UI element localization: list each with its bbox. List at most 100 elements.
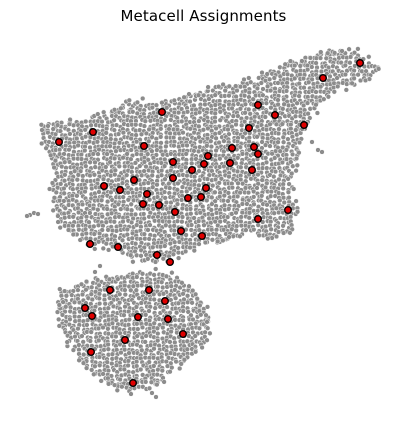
cell-point bbox=[331, 50, 338, 56]
cell-point bbox=[268, 193, 274, 199]
cell-point bbox=[133, 132, 139, 138]
cell-point bbox=[130, 259, 136, 265]
cell-point bbox=[158, 140, 164, 146]
cell-point bbox=[167, 339, 173, 345]
cell-point bbox=[133, 139, 140, 145]
cell-point bbox=[150, 184, 156, 190]
cell-point bbox=[205, 325, 211, 331]
cell-point bbox=[229, 105, 235, 112]
cell-point bbox=[64, 339, 70, 345]
cell-point bbox=[262, 114, 268, 120]
cell-point bbox=[117, 291, 123, 297]
cell-point bbox=[138, 253, 144, 259]
cell-point bbox=[95, 325, 102, 332]
cell-point bbox=[75, 325, 81, 332]
cell-point bbox=[230, 113, 236, 119]
cell-point bbox=[204, 319, 210, 325]
cell-point bbox=[237, 106, 244, 112]
cell-point bbox=[54, 122, 61, 128]
cell-point bbox=[187, 206, 194, 212]
cell-point bbox=[96, 189, 102, 195]
cell-point bbox=[194, 296, 200, 302]
cell-point bbox=[105, 381, 112, 387]
cell-point bbox=[175, 109, 182, 116]
cell-point bbox=[105, 305, 111, 311]
cell-point bbox=[201, 222, 207, 228]
cell-point bbox=[179, 280, 185, 286]
cell-point bbox=[115, 276, 121, 282]
cell-point bbox=[55, 219, 61, 225]
cell-point bbox=[101, 109, 107, 115]
cell-point bbox=[125, 190, 131, 196]
cell-point bbox=[247, 111, 253, 117]
cell-point bbox=[246, 215, 252, 221]
cell-point bbox=[269, 151, 275, 157]
cell-point bbox=[88, 291, 94, 297]
cell-point bbox=[82, 147, 88, 154]
cell-point bbox=[176, 324, 182, 330]
cell-point bbox=[276, 176, 282, 183]
metacell-point bbox=[196, 192, 205, 201]
cell-point bbox=[342, 71, 349, 78]
cell-point bbox=[145, 180, 151, 186]
cell-point bbox=[45, 123, 51, 129]
cell-point bbox=[96, 300, 103, 307]
cell-point bbox=[133, 186, 140, 192]
cell-point bbox=[150, 355, 157, 361]
metacell-point bbox=[144, 286, 153, 295]
cell-point bbox=[213, 147, 219, 154]
cell-point bbox=[235, 155, 241, 161]
cell-point bbox=[125, 197, 131, 203]
cell-point bbox=[118, 349, 124, 356]
cell-point bbox=[293, 168, 299, 174]
cell-point bbox=[193, 197, 199, 203]
cell-point bbox=[209, 194, 215, 201]
cell-point bbox=[285, 176, 291, 182]
cell-point bbox=[159, 367, 165, 374]
cell-point bbox=[129, 169, 135, 175]
cell-point bbox=[111, 219, 117, 225]
cell-point bbox=[246, 75, 252, 81]
cell-point bbox=[189, 160, 195, 167]
metacell-point bbox=[99, 181, 108, 190]
cell-point bbox=[105, 227, 111, 233]
cell-point bbox=[169, 270, 175, 276]
cell-point bbox=[65, 227, 72, 233]
cell-point bbox=[175, 255, 182, 261]
metacell-point bbox=[115, 185, 124, 194]
cell-point bbox=[172, 295, 179, 301]
cell-point bbox=[296, 150, 302, 156]
cell-point bbox=[100, 176, 107, 182]
cell-point bbox=[113, 148, 119, 154]
cell-point bbox=[154, 325, 161, 331]
cell-point bbox=[90, 205, 97, 212]
cell-point bbox=[242, 185, 249, 191]
cell-point bbox=[105, 247, 112, 253]
cell-point bbox=[226, 234, 232, 240]
cell-point bbox=[94, 139, 101, 145]
cell-point bbox=[171, 97, 177, 104]
cell-point bbox=[167, 185, 173, 191]
cell-point bbox=[304, 100, 311, 106]
cell-point bbox=[83, 118, 89, 125]
cell-point bbox=[124, 231, 130, 238]
cell-point bbox=[162, 117, 168, 123]
metacell-point bbox=[160, 297, 169, 306]
cell-point bbox=[128, 201, 134, 207]
cell-point bbox=[294, 162, 300, 168]
cell-point bbox=[289, 151, 296, 158]
cell-point bbox=[50, 207, 56, 214]
cell-point bbox=[133, 287, 139, 293]
cell-point bbox=[237, 233, 243, 239]
cell-point bbox=[100, 245, 106, 252]
cell-point bbox=[268, 105, 274, 111]
cell-point bbox=[55, 213, 61, 219]
cell-point bbox=[216, 84, 222, 90]
metacell-point bbox=[168, 173, 177, 182]
cell-point bbox=[294, 209, 301, 215]
metacell-point bbox=[105, 286, 114, 295]
cell-point bbox=[158, 126, 164, 132]
cell-point bbox=[309, 139, 315, 145]
cell-point bbox=[205, 84, 211, 90]
cell-point bbox=[95, 222, 102, 228]
